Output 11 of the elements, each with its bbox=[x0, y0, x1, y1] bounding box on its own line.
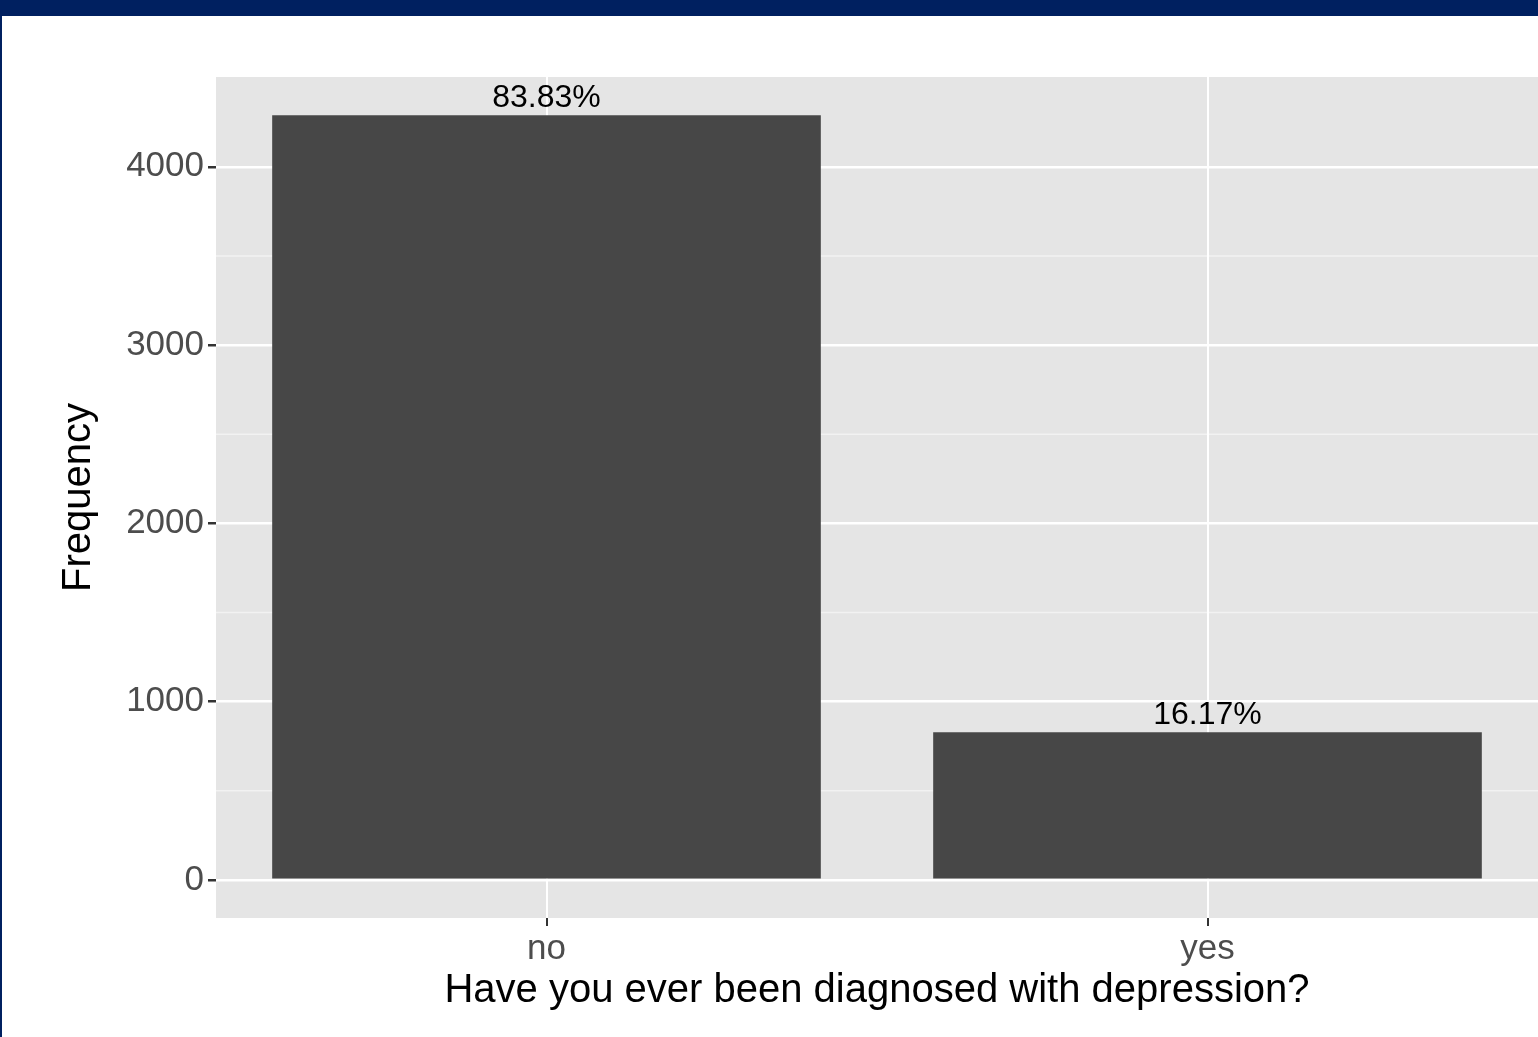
y-tick-label: 0 bbox=[184, 857, 204, 897]
annotation: 16.17% bbox=[1153, 695, 1262, 732]
y-tick-label: 4000 bbox=[126, 144, 204, 184]
y-tick-label: 2000 bbox=[126, 501, 204, 540]
x-axis-title: Have you ever been diagnosed with depression? bbox=[444, 966, 1310, 1011]
y-tick-label: 1000 bbox=[126, 679, 204, 719]
x-tick-label: yes bbox=[1180, 926, 1235, 966]
y-tick-label: 3000 bbox=[126, 322, 204, 362]
annotation: 83.83% bbox=[492, 77, 601, 114]
x-tick-label: no bbox=[527, 926, 566, 966]
y-axis-title: Frequency bbox=[54, 403, 99, 592]
